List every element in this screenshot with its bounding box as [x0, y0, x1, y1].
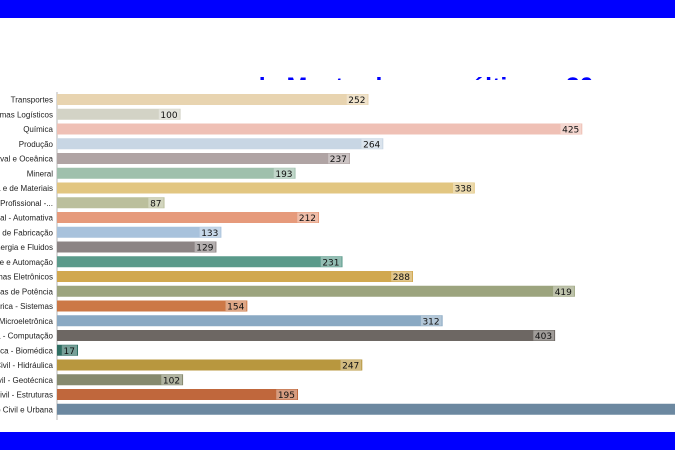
category-label: Civil - Hidráulica: [0, 361, 54, 370]
bar: [57, 94, 369, 105]
value-label-background: [391, 271, 412, 282]
value-label: 237: [330, 155, 347, 165]
value-label-background: [158, 109, 180, 120]
bar: [57, 212, 320, 223]
category-label: ole e Automação: [0, 258, 54, 267]
value-label-background: [161, 374, 183, 385]
value-label: 312: [422, 317, 439, 327]
value-label: 425: [562, 126, 579, 136]
top-blue-border: [0, 0, 675, 18]
category-label: rica - Biomédica: [0, 346, 54, 355]
value-label-background: [297, 212, 319, 223]
value-label-background: [328, 153, 349, 164]
category-label: Química: [23, 125, 53, 134]
bottom-blue-border: [0, 432, 675, 450]
value-label-background: [199, 227, 221, 238]
value-label-background: [420, 315, 442, 326]
value-label: 247: [342, 362, 359, 372]
value-label: 17: [64, 347, 75, 357]
category-label: o Civil e Urbana: [0, 405, 54, 414]
category-label: étrica - Sistemas: [0, 302, 53, 311]
value-label: 193: [275, 170, 292, 180]
bar: [57, 167, 296, 179]
bar: [57, 256, 343, 268]
value-label-background: [346, 94, 368, 105]
category-label: nergia e Fluidos: [0, 243, 53, 252]
value-label: 264: [363, 140, 380, 150]
value-label: 252: [348, 96, 365, 106]
bar: [57, 153, 350, 164]
bar-chart: Transportes 252 stemas Logísticos 100 Químic…: [0, 92, 675, 420]
category-label: temas Eletrônicos: [0, 273, 53, 282]
bar-group: Transportes 252 stemas Logísticos 100 Químic…: [0, 94, 675, 415]
bar: [57, 138, 384, 150]
value-label: 403: [535, 332, 552, 342]
category-label: Produção: [19, 140, 54, 149]
value-label: 419: [555, 288, 572, 298]
value-label: 231: [322, 258, 339, 268]
bar: [57, 285, 575, 297]
value-label-background: [452, 183, 474, 193]
bar: [57, 241, 217, 253]
value-label-background: [273, 168, 295, 179]
category-label: stemas Logísticos: [0, 110, 53, 119]
category-label: Civil - Estruturas: [0, 391, 53, 400]
bar: [57, 359, 363, 371]
bar: [57, 330, 556, 341]
category-label: Microeletrônica: [0, 317, 54, 326]
bar: [57, 108, 181, 120]
value-label-background: [361, 138, 383, 149]
category-label: Mineral: [27, 169, 53, 178]
title-area: meros por programas de Mestrados nos últ…: [0, 30, 675, 80]
category-label: do Profissional -...: [0, 199, 53, 208]
value-label: 195: [278, 391, 295, 401]
bar: [57, 315, 443, 327]
value-label: 212: [299, 214, 316, 224]
value-label-background: [560, 124, 582, 134]
value-label-background: [320, 256, 342, 267]
value-label-background: [148, 197, 164, 208]
value-label-background: [225, 301, 247, 311]
value-label-background: [61, 345, 78, 356]
bar: [57, 344, 79, 356]
value-label-background: [194, 242, 216, 252]
bar: [57, 226, 222, 238]
value-label-background: [553, 286, 574, 297]
value-label: 288: [393, 273, 410, 283]
chart-title: meros por programas de Mestrados nos últ…: [0, 72, 675, 80]
value-label: 87: [150, 199, 161, 209]
bar: [57, 271, 413, 282]
bar: [57, 403, 675, 415]
value-label: 102: [163, 376, 180, 386]
category-label: nal - Automativa: [0, 214, 54, 223]
value-label: 100: [160, 111, 177, 121]
category-label: Transportes: [11, 96, 53, 105]
value-label-background: [340, 360, 362, 370]
value-label-background: [276, 389, 298, 400]
value-label-background: [533, 330, 555, 341]
value-label: 154: [227, 303, 244, 313]
bar: [57, 197, 165, 209]
bar: [57, 123, 583, 135]
value-label: 133: [201, 229, 218, 239]
value-label: 338: [455, 185, 472, 195]
bar: [57, 374, 184, 386]
bar: [57, 300, 248, 312]
value-label: 129: [196, 244, 213, 254]
category-label: aval e Oceânica: [0, 155, 54, 164]
category-label: Civil - Geotécnica: [0, 376, 54, 385]
bar: [57, 182, 475, 194]
category-label: a e de Materiais: [0, 184, 53, 193]
category-label: a - Computação: [0, 332, 54, 341]
category-label: o de Fabricação: [0, 228, 54, 237]
category-label: mas de Potência: [0, 287, 54, 296]
bar: [57, 389, 299, 400]
